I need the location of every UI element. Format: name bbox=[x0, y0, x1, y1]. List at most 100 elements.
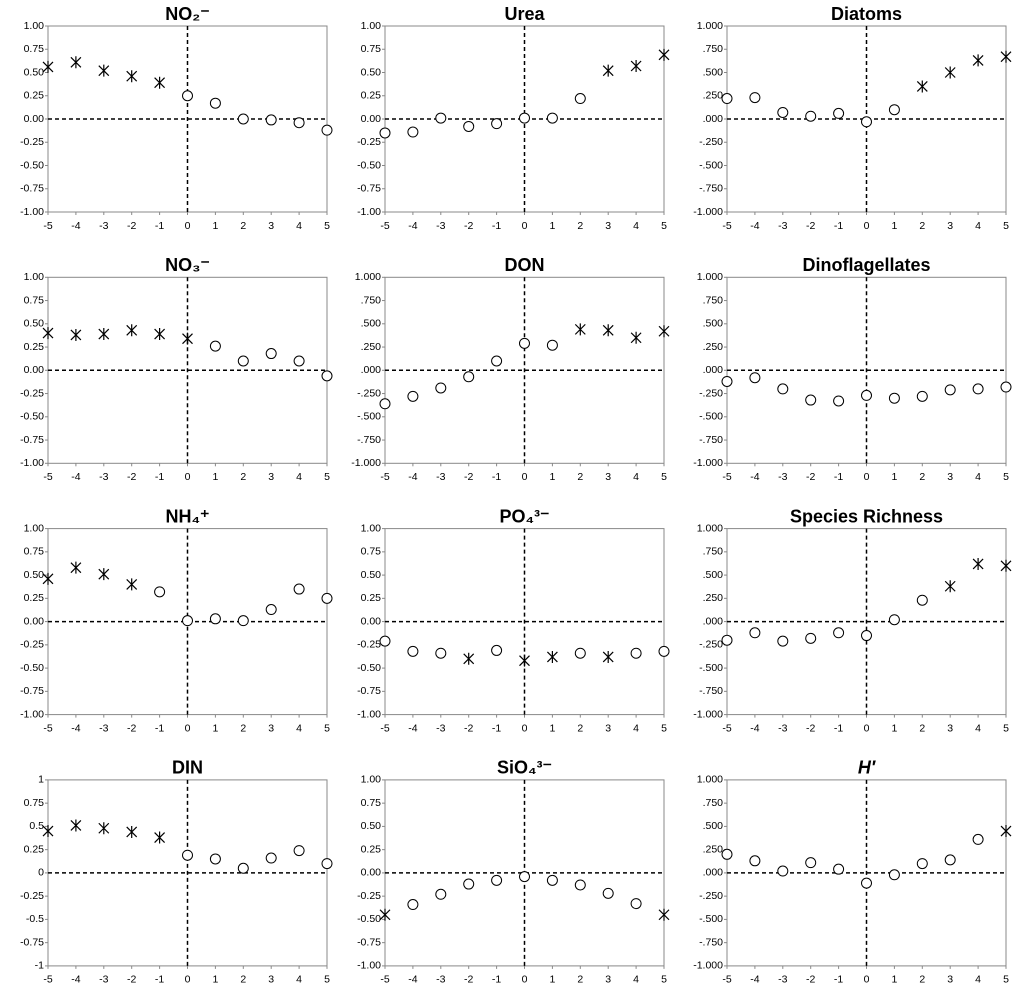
x-tick-label: 5 bbox=[661, 220, 667, 232]
x-tick-label: 2 bbox=[577, 220, 583, 232]
circle-point bbox=[519, 112, 530, 124]
y-tick-label: -1.00 bbox=[20, 457, 44, 469]
y-tick-label: 0.25 bbox=[24, 592, 45, 604]
x-tick-label: 3 bbox=[605, 471, 611, 483]
circle-point bbox=[182, 849, 193, 861]
star-point bbox=[972, 54, 984, 67]
x-tick-label: -2 bbox=[127, 220, 136, 232]
chart-title: Dinoflagellates bbox=[802, 255, 930, 275]
star-point bbox=[602, 324, 614, 337]
star-point bbox=[126, 578, 138, 591]
star-point bbox=[98, 328, 110, 341]
x-tick-label: -3 bbox=[436, 722, 445, 734]
y-tick-label: -0.25 bbox=[20, 639, 44, 651]
y-tick-label: -1.000 bbox=[693, 960, 723, 972]
x-tick-label: -1 bbox=[834, 722, 843, 734]
y-tick-label: 1.000 bbox=[697, 271, 723, 283]
y-tick-label: -0.25 bbox=[20, 387, 44, 399]
y-tick-label: .250 bbox=[703, 843, 724, 855]
circle-point bbox=[379, 635, 391, 647]
circle-point bbox=[749, 92, 761, 104]
circle-point bbox=[833, 395, 845, 407]
circle-point bbox=[293, 583, 305, 595]
y-tick-label: .000 bbox=[703, 867, 724, 879]
x-tick-label: 5 bbox=[1003, 974, 1009, 986]
circle-point bbox=[379, 398, 391, 410]
x-tick-label: 1 bbox=[891, 220, 897, 232]
x-tick-label: 3 bbox=[605, 722, 611, 734]
chart-title: Species Richness bbox=[790, 506, 943, 526]
circle-point bbox=[972, 383, 984, 395]
y-tick-label: .750 bbox=[361, 294, 382, 306]
circle-point bbox=[888, 614, 900, 626]
circle-point bbox=[209, 613, 221, 625]
circle-point bbox=[777, 106, 789, 118]
x-tick-label: -4 bbox=[71, 974, 80, 986]
star-point bbox=[602, 64, 614, 77]
circle-point bbox=[182, 90, 193, 102]
x-tick-label: 2 bbox=[240, 220, 246, 232]
x-tick-label: -3 bbox=[436, 974, 445, 986]
circle-point bbox=[265, 604, 277, 616]
x-tick-label: -5 bbox=[43, 471, 52, 483]
circle-point bbox=[321, 858, 333, 870]
y-tick-label: -.250 bbox=[699, 639, 723, 651]
x-tick-label: 3 bbox=[268, 974, 274, 986]
x-tick-label: 2 bbox=[577, 974, 583, 986]
circle-point bbox=[805, 632, 817, 644]
circle-point bbox=[379, 127, 391, 139]
x-tick-label: 3 bbox=[947, 471, 953, 483]
y-tick-label: 0.5 bbox=[29, 820, 44, 832]
circle-point bbox=[1000, 381, 1012, 393]
y-tick-label: -0.25 bbox=[357, 639, 381, 651]
circle-point bbox=[519, 871, 530, 883]
circle-point bbox=[721, 93, 733, 105]
x-tick-label: 1 bbox=[891, 974, 897, 986]
x-tick-label: -3 bbox=[99, 220, 108, 232]
x-tick-label: 0 bbox=[522, 974, 528, 986]
x-tick-label: -5 bbox=[380, 974, 389, 986]
circle-point bbox=[265, 348, 277, 360]
x-tick-label: 3 bbox=[947, 220, 953, 232]
chart-title: Diatoms bbox=[831, 4, 902, 24]
x-tick-label: -1 bbox=[834, 974, 843, 986]
x-tick-label: -4 bbox=[408, 974, 417, 986]
star-point bbox=[574, 323, 586, 336]
x-tick-label: -2 bbox=[464, 722, 473, 734]
y-tick-label: 0.75 bbox=[24, 294, 45, 306]
circle-point bbox=[861, 389, 872, 401]
circle-point bbox=[463, 878, 475, 890]
y-tick-label: -0.50 bbox=[357, 662, 381, 674]
circle-point bbox=[265, 114, 277, 126]
x-tick-label: 5 bbox=[324, 220, 330, 232]
y-tick-label: .000 bbox=[703, 113, 724, 125]
circle-point bbox=[491, 644, 503, 656]
star-point bbox=[42, 572, 54, 585]
y-tick-label: 1.000 bbox=[697, 522, 723, 534]
y-tick-label: -.250 bbox=[699, 136, 723, 148]
y-tick-label: .500 bbox=[361, 318, 382, 330]
x-tick-label: 1 bbox=[549, 974, 555, 986]
circle-point bbox=[721, 634, 733, 646]
x-tick-label: 4 bbox=[296, 722, 302, 734]
star-point bbox=[916, 80, 928, 93]
star-point bbox=[70, 56, 82, 69]
y-tick-label: 1.00 bbox=[24, 271, 45, 283]
circle-point bbox=[435, 382, 447, 394]
circle-point bbox=[944, 854, 956, 866]
x-tick-label: -4 bbox=[408, 220, 417, 232]
star-point bbox=[519, 654, 530, 667]
y-tick-label: 1.00 bbox=[361, 522, 382, 534]
x-tick-label: 4 bbox=[633, 220, 639, 232]
y-tick-label: 0.00 bbox=[24, 364, 45, 376]
circle-point bbox=[463, 371, 475, 383]
y-tick-label: -.250 bbox=[699, 890, 723, 902]
x-tick-label: 2 bbox=[919, 471, 925, 483]
x-tick-label: 2 bbox=[240, 722, 246, 734]
y-tick-label: 0 bbox=[38, 867, 44, 879]
circle-point bbox=[491, 118, 503, 130]
y-tick-label: -0.25 bbox=[20, 136, 44, 148]
y-tick-label: -0.50 bbox=[20, 411, 44, 423]
x-tick-label: 1 bbox=[891, 722, 897, 734]
star-point bbox=[98, 822, 110, 835]
